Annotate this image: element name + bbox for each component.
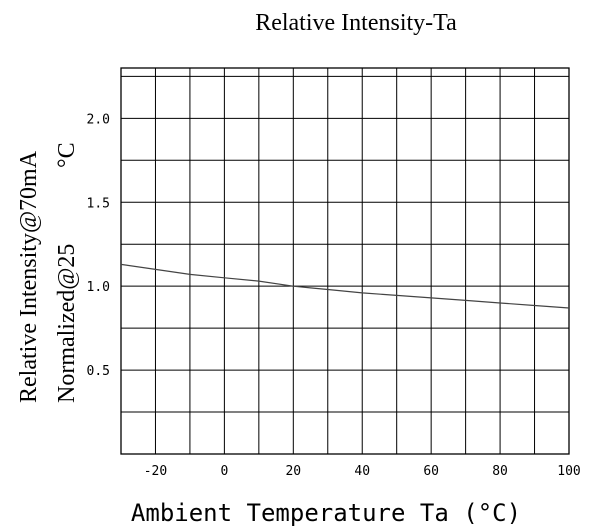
y-tick-label: 1.5 xyxy=(87,196,110,211)
chart-title: Relative Intensity-Ta xyxy=(255,10,457,36)
x-tick-label: 40 xyxy=(354,464,370,479)
x-tick-label: 100 xyxy=(557,464,580,479)
x-tick-label: 0 xyxy=(220,464,228,479)
x-axis-label: Ambient Temperature Ta (°C) xyxy=(131,499,521,527)
x-tick-label: 20 xyxy=(285,464,301,479)
intensity-curve xyxy=(120,263,570,309)
y-axis-label-line1: Relative Intensity@70mA xyxy=(16,150,42,403)
y-tick-label: 2.0 xyxy=(87,112,110,127)
x-tick-label: 80 xyxy=(492,464,508,479)
x-tick-label: 60 xyxy=(423,464,439,479)
y-tick-labels: 0.5 1.0 1.5 2.0 xyxy=(87,112,110,379)
y-tick-label: 1.0 xyxy=(87,280,110,295)
horizontal-gridlines xyxy=(121,75,569,413)
y-axis-label-line2: Normalized@25 xyxy=(54,244,80,403)
vertical-gridlines xyxy=(154,68,536,454)
x-tick-label: -20 xyxy=(144,464,167,479)
x-tick-labels: -20 0 20 40 60 80 100 xyxy=(144,464,581,479)
y-tick-label: 0.5 xyxy=(87,364,110,379)
plot-frame xyxy=(120,67,570,455)
y-axis-label-unit: °C xyxy=(54,142,80,168)
